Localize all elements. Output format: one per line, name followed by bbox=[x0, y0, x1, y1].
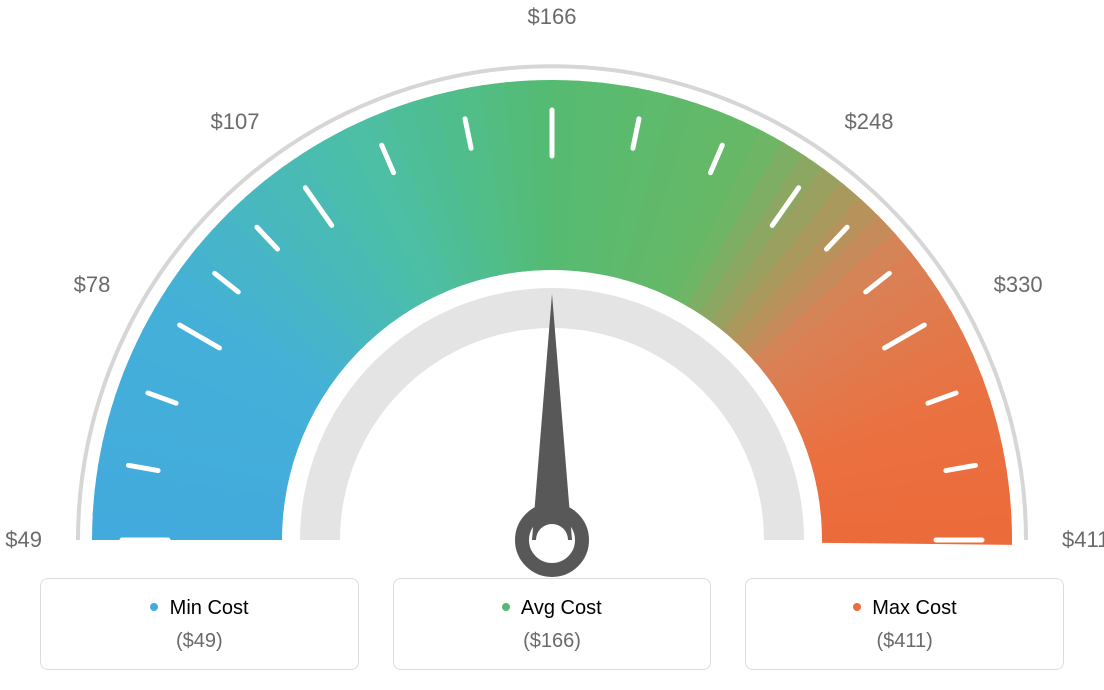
legend-card-avg: Avg Cost ($166) bbox=[393, 578, 712, 670]
legend-label: Max Cost bbox=[872, 597, 956, 619]
gauge-tick-label: $166 bbox=[528, 4, 577, 30]
legend-label: Min Cost bbox=[170, 597, 249, 619]
legend-card-max: Max Cost ($411) bbox=[745, 578, 1064, 670]
legend-row: Min Cost ($49) Avg Cost ($166) Max Cost … bbox=[0, 578, 1104, 670]
legend-value-avg: ($166) bbox=[404, 630, 701, 653]
gauge-tick-label: $107 bbox=[211, 109, 260, 135]
legend-label: Avg Cost bbox=[521, 597, 602, 619]
dot-icon bbox=[853, 603, 861, 611]
legend-title-max: Max Cost bbox=[756, 597, 1053, 620]
legend-title-min: Min Cost bbox=[51, 597, 348, 620]
gauge-tick-label: $78 bbox=[74, 272, 111, 298]
gauge-svg bbox=[27, 20, 1077, 580]
gauge-tick-label: $248 bbox=[845, 109, 894, 135]
gauge-tick-label: $330 bbox=[994, 272, 1043, 298]
legend-card-min: Min Cost ($49) bbox=[40, 578, 359, 670]
legend-title-avg: Avg Cost bbox=[404, 597, 701, 620]
dot-icon bbox=[502, 603, 510, 611]
dot-icon bbox=[150, 603, 158, 611]
gauge-tick-label: $49 bbox=[5, 527, 42, 553]
gauge-tick-label: $411 bbox=[1062, 527, 1104, 553]
legend-value-min: ($49) bbox=[51, 630, 348, 653]
legend-value-max: ($411) bbox=[756, 630, 1053, 653]
cost-gauge: $49$78$107$166$248$330$411 bbox=[27, 20, 1077, 580]
